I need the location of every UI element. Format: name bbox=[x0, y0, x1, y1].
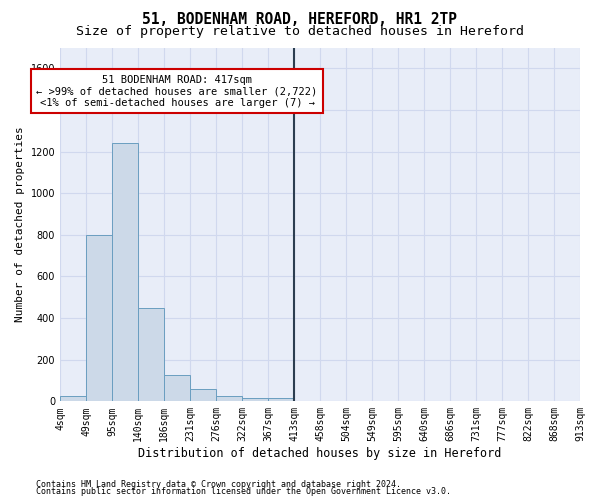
Bar bbox=[164, 376, 190, 402]
Bar bbox=[216, 396, 242, 402]
Text: Contains HM Land Registry data © Crown copyright and database right 2024.: Contains HM Land Registry data © Crown c… bbox=[36, 480, 401, 489]
Bar bbox=[60, 396, 86, 402]
Bar bbox=[112, 143, 138, 402]
Bar bbox=[268, 398, 294, 402]
Text: Size of property relative to detached houses in Hereford: Size of property relative to detached ho… bbox=[76, 25, 524, 38]
Y-axis label: Number of detached properties: Number of detached properties bbox=[15, 126, 25, 322]
Text: 51, BODENHAM ROAD, HEREFORD, HR1 2TP: 51, BODENHAM ROAD, HEREFORD, HR1 2TP bbox=[143, 12, 458, 28]
Bar bbox=[138, 308, 164, 402]
Bar bbox=[242, 398, 268, 402]
Bar bbox=[86, 235, 112, 402]
Text: 51 BODENHAM ROAD: 417sqm
← >99% of detached houses are smaller (2,722)
<1% of se: 51 BODENHAM ROAD: 417sqm ← >99% of detac… bbox=[37, 74, 317, 108]
Text: Contains public sector information licensed under the Open Government Licence v3: Contains public sector information licen… bbox=[36, 487, 451, 496]
X-axis label: Distribution of detached houses by size in Hereford: Distribution of detached houses by size … bbox=[139, 447, 502, 460]
Bar bbox=[190, 389, 216, 402]
